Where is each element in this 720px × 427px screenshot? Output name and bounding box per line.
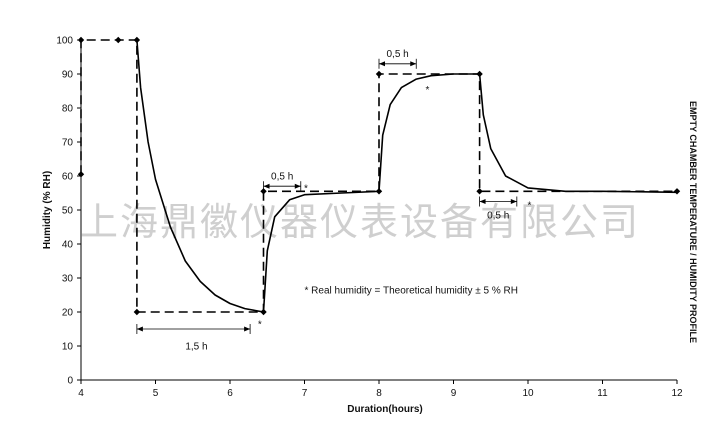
x-tick-label: 5 — [153, 388, 159, 399]
arrow-head-right — [410, 61, 417, 67]
real-humidity-curve — [136, 39, 678, 313]
y-tick-label: 20 — [62, 308, 74, 319]
y-tick-label: 60 — [62, 172, 74, 183]
arrow-head-left — [263, 183, 270, 189]
diamond-marker — [77, 171, 85, 178]
y-tick-label: 70 — [62, 138, 74, 149]
diamond-marker — [77, 36, 85, 44]
tolerance-star: * — [425, 85, 429, 96]
diamond-marker — [673, 188, 681, 195]
x-tick-label: 7 — [302, 388, 308, 399]
x-tick-label: 11 — [597, 388, 608, 399]
diamond-marker — [476, 70, 483, 78]
diamond-marker — [375, 70, 383, 78]
x-tick-label: 6 — [227, 388, 233, 399]
y-tick-label: 50 — [62, 206, 74, 217]
y-tick-label: 100 — [56, 36, 73, 47]
arrow-head-left — [136, 326, 143, 332]
x-tick-label: 4 — [78, 388, 84, 399]
y-tick-label: 0 — [67, 376, 73, 387]
x-tick-label: 12 — [671, 388, 683, 399]
y-tick-label: 90 — [62, 70, 74, 81]
diamond-marker — [260, 188, 267, 195]
duration-label: 0,5 h — [487, 211, 509, 222]
watermark-text: 上海鼎徽仪器仪表设备有限公司 — [80, 200, 640, 244]
marker-layer — [77, 36, 681, 316]
duration-label: 0,5 h — [387, 49, 409, 60]
y-tick-label: 80 — [62, 104, 74, 115]
tolerance-star: * — [528, 200, 532, 211]
duration-label: 0,5 h — [271, 172, 293, 183]
theoretical-profile-line — [80, 39, 677, 313]
x-tick-label: 10 — [522, 388, 534, 399]
diamond-marker — [375, 188, 383, 195]
arrow-head-left — [379, 61, 385, 67]
tolerance-star: * — [304, 183, 308, 194]
y-tick-label: 40 — [62, 240, 74, 251]
arrow-head-right — [510, 199, 517, 204]
x-tick-label: 9 — [451, 388, 457, 399]
y-tick-label: 30 — [62, 274, 74, 285]
x-axis-label: Duration(hours) — [347, 404, 423, 415]
y-tick-label: 10 — [62, 342, 74, 353]
diamond-marker — [115, 36, 122, 44]
diamond-marker — [476, 188, 483, 195]
tolerance-note: * Real humidity = Theoretical humidity ±… — [305, 285, 518, 296]
diamond-marker — [133, 308, 141, 316]
arrow-head-right — [294, 183, 301, 189]
arrow-head-left — [479, 199, 486, 204]
y-axis-label: Humidity (% RH) — [42, 171, 53, 249]
x-tick-label: 8 — [376, 388, 382, 399]
annotation-layer: 1,5 h * 0,5 h * 0,5 h * 0,5 h * — [136, 49, 532, 353]
diamond-marker — [133, 36, 141, 44]
series-layer — [80, 39, 678, 313]
diamond-marker — [260, 308, 267, 316]
duration-label: 1,5 h — [185, 342, 207, 353]
watermark-group: 上海鼎徽仪器仪表设备有限公司 — [80, 200, 640, 244]
arrow-head-right — [244, 326, 251, 332]
tolerance-star: * — [258, 319, 262, 330]
axes: 0 10 20 30 40 50 60 70 80 90 100 4 5 6 7 8 9 10 11 12 — [56, 36, 683, 400]
side-title: EMPTY CHAMBER TEMPERATURE / HUMIDITY PRO… — [688, 101, 698, 343]
